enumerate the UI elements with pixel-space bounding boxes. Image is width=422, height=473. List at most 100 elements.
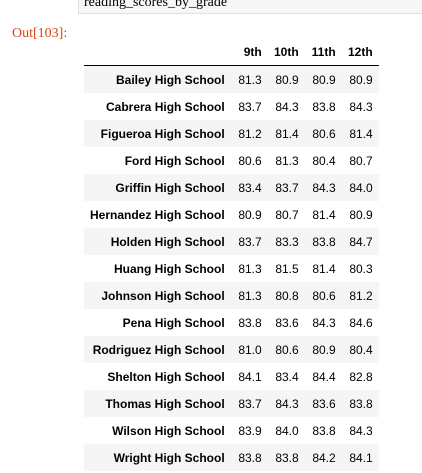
table-row: Pena High School 83.8 83.6 84.3 84.6 <box>84 309 379 336</box>
table-cell: 83.7 <box>238 99 262 114</box>
table-row: Shelton High School 84.1 83.4 84.4 82.8 <box>84 363 379 390</box>
column-header: 11th <box>304 38 342 66</box>
table-cell: 84.2 <box>312 450 336 465</box>
table-cell: 80.3 <box>349 261 373 276</box>
table-cell: 80.6 <box>312 288 336 303</box>
row-index-label: Pena High School <box>122 315 225 330</box>
table-cell: 83.8 <box>312 234 336 249</box>
table-cell: 80.4 <box>349 342 373 357</box>
table-row: Cabrera High School 83.7 84.3 83.8 84.3 <box>84 93 379 120</box>
table-row: Figueroa High School 81.2 81.4 80.6 81.4 <box>84 120 379 147</box>
row-index-label: Holden High School <box>110 234 225 249</box>
table-cell: 81.3 <box>238 261 262 276</box>
table-cell: 84.7 <box>349 234 373 249</box>
table-cell: 81.2 <box>238 126 262 141</box>
index-header <box>84 38 231 66</box>
table-header: 9th 10th 11th 12th <box>84 38 379 66</box>
column-header: 10th <box>267 38 305 66</box>
row-index-label: Bailey High School <box>116 72 225 87</box>
table-cell: 81.4 <box>349 126 373 141</box>
table-cell: 81.3 <box>238 72 262 87</box>
table-cell: 83.8 <box>312 99 336 114</box>
table-row: Ford High School 80.6 81.3 80.4 80.7 <box>84 147 379 174</box>
header-row: 9th 10th 11th 12th <box>84 38 379 66</box>
table-cell: 80.9 <box>349 72 373 87</box>
table-row: Bailey High School 81.3 80.9 80.9 80.9 <box>84 65 379 93</box>
table-cell: 83.8 <box>275 450 299 465</box>
row-index-label: Thomas High School <box>105 396 225 411</box>
output-prompt: Out[103]: <box>12 26 68 41</box>
column-header: 9th <box>230 38 268 66</box>
table-cell: 83.6 <box>275 315 299 330</box>
table-row: Johnson High School 81.3 80.8 80.6 81.2 <box>84 282 379 309</box>
table-cell: 80.6 <box>238 153 262 168</box>
row-index-label: Shelton High School <box>107 369 225 384</box>
table-row: Holden High School 83.7 83.3 83.8 84.7 <box>84 228 379 255</box>
table-cell: 81.3 <box>275 153 299 168</box>
table-cell: 81.4 <box>312 207 336 222</box>
table-cell: 84.3 <box>312 180 336 195</box>
table-cell: 80.7 <box>275 207 299 222</box>
table-cell: 81.5 <box>275 261 299 276</box>
table-cell: 83.4 <box>238 180 262 195</box>
row-index-label: Figueroa High School <box>100 126 225 141</box>
table-cell: 80.9 <box>312 342 336 357</box>
table-row: Rodriguez High School 81.0 80.6 80.9 80.4 <box>84 336 379 363</box>
row-index-label: Griffin High School <box>115 180 225 195</box>
dataframe-table: 9th 10th 11th 12th Bailey High School 81.… <box>84 38 379 471</box>
table-cell: 81.3 <box>238 288 262 303</box>
table-cell: 84.0 <box>275 423 299 438</box>
code-text: reading_scores_by_grade <box>84 0 228 10</box>
table-cell: 83.8 <box>238 315 262 330</box>
table-cell: 80.6 <box>275 342 299 357</box>
row-index-label: Wright High School <box>113 450 225 465</box>
table-cell: 83.8 <box>312 423 336 438</box>
table-cell: 84.3 <box>349 423 373 438</box>
table-cell: 84.4 <box>312 369 336 384</box>
table-cell: 83.7 <box>238 396 262 411</box>
table-row: Griffin High School 83.4 83.7 84.3 84.0 <box>84 174 379 201</box>
table-cell: 80.9 <box>275 72 299 87</box>
table-cell: 84.3 <box>349 99 373 114</box>
column-header: 12th <box>341 38 379 66</box>
table-cell: 82.8 <box>349 369 373 384</box>
table-cell: 81.4 <box>275 126 299 141</box>
table-cell: 80.7 <box>349 153 373 168</box>
row-index-label: Huang High School <box>114 261 225 276</box>
row-index-label: Wilson High School <box>112 423 225 438</box>
table-cell: 81.0 <box>238 342 262 357</box>
table-cell: 84.1 <box>349 450 373 465</box>
table-cell: 81.4 <box>312 261 336 276</box>
table-cell: 83.7 <box>238 234 262 249</box>
table-cell: 80.8 <box>275 288 299 303</box>
table-cell: 80.9 <box>238 207 262 222</box>
table-cell: 84.0 <box>349 180 373 195</box>
table-cell: 80.9 <box>349 207 373 222</box>
table-cell: 83.8 <box>349 396 373 411</box>
table-body: Bailey High School 81.3 80.9 80.9 80.9 Cabrer… <box>84 65 379 471</box>
code-input-cell[interactable]: reading_scores_by_grade <box>78 0 422 14</box>
table-cell: 84.3 <box>275 396 299 411</box>
table-cell: 80.4 <box>312 153 336 168</box>
table-cell: 84.1 <box>238 369 262 384</box>
table-row: Huang High School 81.3 81.5 81.4 80.3 <box>84 255 379 282</box>
table-cell: 81.2 <box>349 288 373 303</box>
table-cell: 83.9 <box>238 423 262 438</box>
table-cell: 83.6 <box>312 396 336 411</box>
row-index-label: Ford High School <box>124 153 225 168</box>
row-index-label: Hernandez High School <box>90 207 225 222</box>
table-cell: 83.8 <box>238 450 262 465</box>
row-index-label: Johnson High School <box>101 288 225 303</box>
table-row: Thomas High School 83.7 84.3 83.6 83.8 <box>84 390 379 417</box>
table-row: Wilson High School 83.9 84.0 83.8 84.3 <box>84 417 379 444</box>
table-cell: 80.9 <box>312 72 336 87</box>
table-cell: 84.6 <box>349 315 373 330</box>
table-cell: 84.3 <box>312 315 336 330</box>
table-row: Wright High School 83.8 83.8 84.2 84.1 <box>84 444 379 471</box>
row-index-label: Rodriguez High School <box>92 342 225 357</box>
table-cell: 84.3 <box>275 99 299 114</box>
table-row: Hernandez High School 80.9 80.7 81.4 80.9 <box>84 201 379 228</box>
row-index-label: Cabrera High School <box>106 99 225 114</box>
table-cell: 80.6 <box>312 126 336 141</box>
